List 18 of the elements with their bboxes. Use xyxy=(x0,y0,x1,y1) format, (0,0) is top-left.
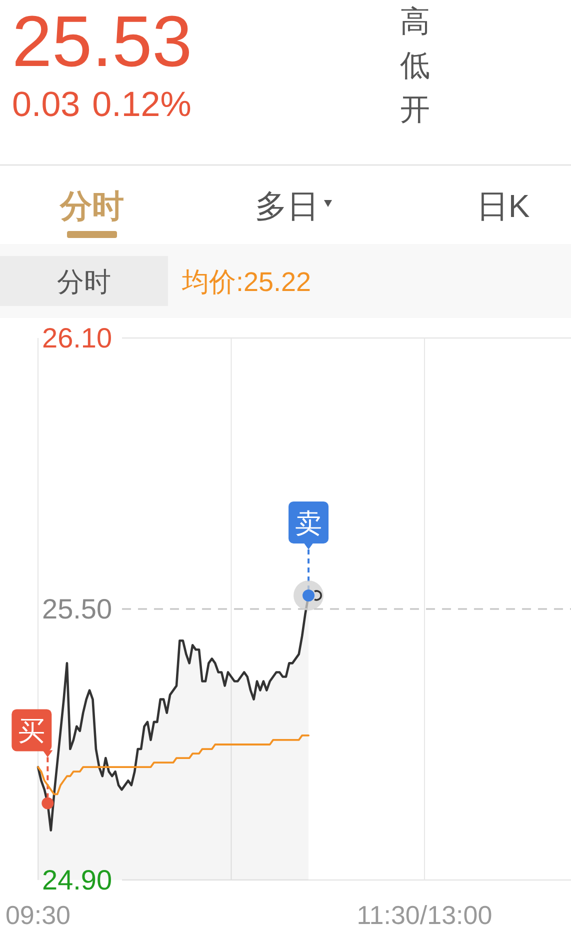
annotation: 高 xyxy=(400,6,430,38)
legend-label: 均价:25.22 xyxy=(182,267,312,297)
annotation: 低 xyxy=(400,50,430,82)
annotation: 开 xyxy=(400,94,430,126)
annotation: 0.03 xyxy=(12,85,80,124)
value-label: 买 xyxy=(18,716,46,746)
annotation: 25.53 xyxy=(12,2,192,82)
ytick-label: 24.90 xyxy=(42,864,112,896)
xtick-label: 09:30 xyxy=(5,900,71,930)
annotation: 分时 xyxy=(57,267,111,297)
value-label: 卖 xyxy=(295,508,322,538)
annotation: 分时 xyxy=(60,188,124,224)
ytick-label: 25.50 xyxy=(42,594,112,624)
ytick-label: 26.10 xyxy=(42,322,112,354)
xtick-label: 11:30/13:00 xyxy=(356,900,492,930)
annotation: 多日 xyxy=(255,188,319,224)
annotation: 0.12% xyxy=(92,85,192,124)
annotation: 日K xyxy=(476,188,530,224)
